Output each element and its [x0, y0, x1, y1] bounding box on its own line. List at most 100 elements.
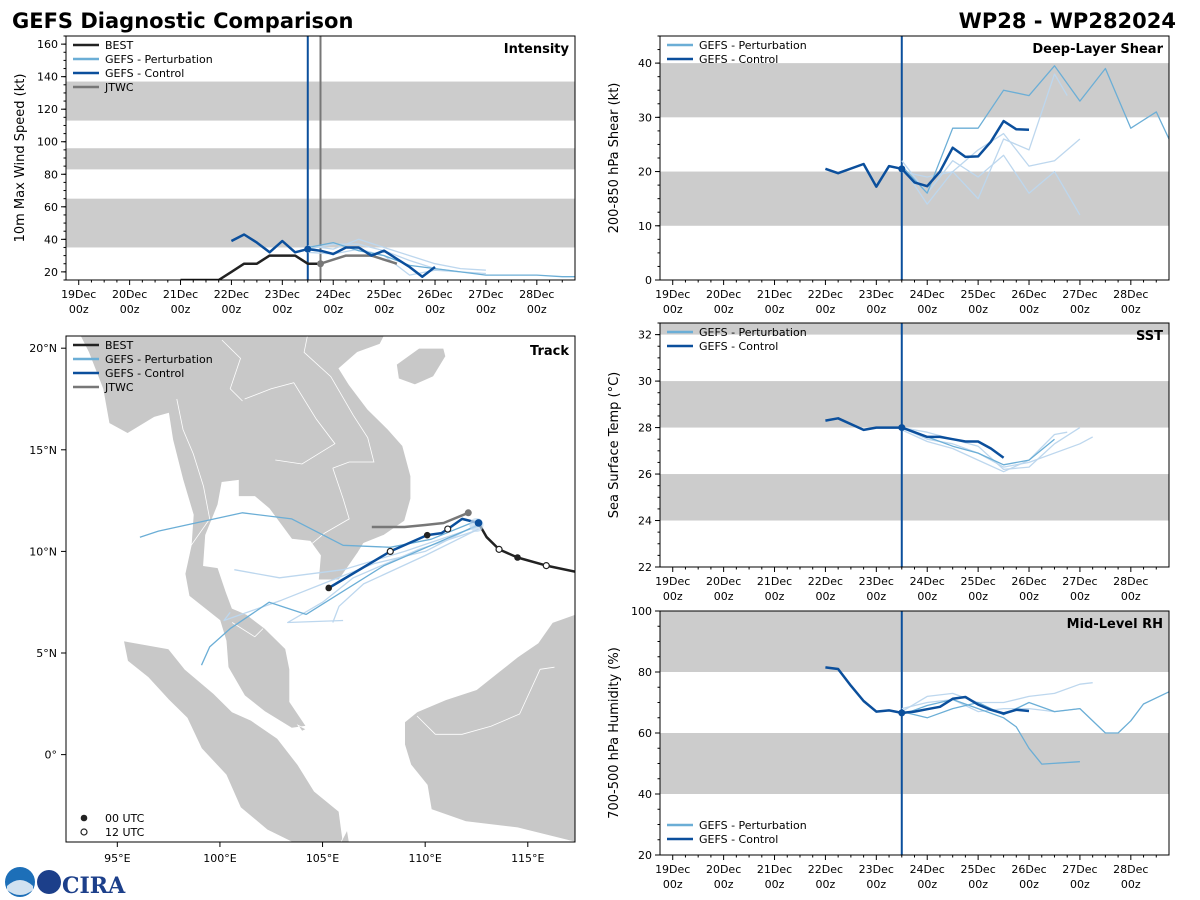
rh-xtick-day: 28Dec	[1113, 863, 1148, 876]
sst-ytick-label: 30	[638, 375, 652, 388]
rh-xtick-hour: 00z	[816, 878, 836, 891]
legend-label-jtwc: JTWC	[104, 81, 134, 94]
sst-control-point	[898, 424, 906, 432]
storm-id: WP28 - WP282024	[959, 9, 1176, 33]
track-ytick-label: 20°N	[29, 342, 57, 355]
intensity-ytick-label: 100	[37, 136, 58, 149]
rh-xtick-hour: 00z	[1019, 878, 1039, 891]
track-map-area	[79, 336, 575, 842]
sst-xtick-day: 26Dec	[1011, 575, 1046, 588]
intensity-xtick-hour: 00z	[323, 303, 343, 316]
shear-xtick-hour: 00z	[1070, 303, 1090, 316]
country-border	[244, 382, 336, 465]
track-panel: 95°E 100°E 105°E 110°E 115°E 0° 5°N 10°N 15°N 20°…	[29, 335, 576, 865]
rh-series-gefs-perturbation	[901, 682, 1093, 713]
intensity-xtick-hour: 00z	[527, 303, 547, 316]
rh-ytick-label: 100	[631, 605, 652, 618]
shear-title: Deep-Layer Shear	[1032, 42, 1163, 57]
sst-xtick-hour: 00z	[917, 590, 937, 603]
shear-panel: 0 10 20 30 40 19Dec 00z 20Dec 00z 21Dec 00z 22Dec 00…	[607, 35, 1170, 316]
shear-xtick-hour: 00z	[1121, 303, 1141, 316]
intensity-ytick-label: 40	[44, 233, 58, 246]
legend-label-best: BEST	[105, 339, 133, 352]
legend-label-perturbation: GEFS - Perturbation	[105, 53, 213, 66]
sst-ytick-label: 26	[638, 468, 652, 481]
country-border	[231, 622, 264, 638]
legend-label-control: GEFS - Control	[699, 833, 778, 846]
marker-00utc	[514, 554, 521, 561]
legend-label-control: GEFS - Control	[699, 340, 778, 353]
intensity-xtick-day: 28Dec	[519, 288, 554, 301]
shear-xtick-day: 28Dec	[1113, 288, 1148, 301]
shear-xtick-day: 19Dec	[655, 288, 690, 301]
track-xtick-label: 105°E	[306, 852, 339, 865]
sst-ytick-label: 32	[638, 329, 652, 342]
sst-frame	[659, 322, 1170, 568]
sst-xtick-day: 24Dec	[910, 575, 945, 588]
track-ytick-label: 15°N	[29, 444, 57, 457]
rh-series-gefs-control	[825, 666, 1030, 715]
shear-xtick-day: 20Dec	[706, 288, 741, 301]
sst-xtick-hour: 00z	[765, 590, 785, 603]
intensity-plot-area	[66, 36, 575, 280]
track-xtick-label: 100°E	[203, 852, 236, 865]
marker-00utc	[423, 531, 431, 539]
shear-xtick-hour: 00z	[816, 303, 836, 316]
intensity-series-gefs-control	[230, 233, 436, 278]
rh-xtick-day: 22Dec	[808, 863, 843, 876]
track-xtick-label: 95°E	[104, 852, 130, 865]
track-frame	[65, 335, 576, 843]
rh-xtick-day: 25Dec	[960, 863, 995, 876]
legend-label-12utc: 12 UTC	[105, 826, 145, 839]
sst-xtick-day: 23Dec	[859, 575, 894, 588]
rh-xtick-hour: 00z	[663, 878, 683, 891]
shear-xtick-day: 24Dec	[910, 288, 945, 301]
noaa-wave-icon	[7, 880, 33, 895]
sst-series-gefs-control	[825, 417, 1005, 459]
intensity-ytick-label: 20	[44, 266, 58, 279]
rh-xtick-hour: 00z	[1070, 878, 1090, 891]
shear-xtick-day: 25Dec	[960, 288, 995, 301]
intensity-ytick-label: 120	[37, 103, 58, 116]
rh-xtick-hour: 00z	[968, 878, 988, 891]
sst-ylabel: Sea Surface Temp (°C)	[607, 372, 622, 519]
sst-xtick-hour: 00z	[714, 590, 734, 603]
rh-xtick-day: 23Dec	[859, 863, 894, 876]
intensity-xtick-day: 23Dec	[265, 288, 300, 301]
intensity-xtick-day: 27Dec	[468, 288, 503, 301]
sst-xtick-hour: 00z	[816, 590, 836, 603]
intensity-jtwc-point	[317, 260, 324, 268]
rh-ylabel: 700-500 hPa Humidity (%)	[607, 647, 622, 819]
legend-label-00utc: 00 UTC	[105, 812, 145, 825]
intensity-xtick-day: 25Dec	[366, 288, 401, 301]
mainland-asia	[79, 336, 412, 729]
rh-series-gefs-perturbation	[901, 698, 1080, 765]
intensity-series-gefs-perturbation	[307, 241, 575, 278]
shear-control-point	[898, 165, 906, 173]
intensity-xtick-day: 19Dec	[61, 288, 96, 301]
rh-xtick-hour: 00z	[1121, 878, 1141, 891]
figure-title: GEFS Diagnostic Comparison	[12, 9, 353, 33]
shear-xtick-day: 26Dec	[1011, 288, 1046, 301]
legend-label-perturbation: GEFS - Perturbation	[105, 353, 213, 366]
legend-label-control: GEFS - Control	[105, 67, 184, 80]
sst-ytick-label: 28	[638, 422, 652, 435]
legend-label-perturbation: GEFS - Perturbation	[699, 819, 807, 832]
country-border	[176, 398, 211, 546]
intensity-ylabel: 10m Max Wind Speed (kt)	[13, 74, 28, 243]
shear-series-gefs-perturbation	[901, 65, 1169, 194]
shear-plot-area	[660, 36, 1169, 280]
sst-ytick-label: 24	[638, 515, 652, 528]
shear-xtick-hour: 00z	[917, 303, 937, 316]
rh-panel: 20 40 60 80 100 19Dec 00z 20Dec 00z 21Dec 00z 22Dec…	[607, 605, 1170, 891]
sst-title: SST	[1136, 329, 1163, 344]
shear-xtick-hour: 00z	[968, 303, 988, 316]
sst-xtick-hour: 00z	[1121, 590, 1141, 603]
sst-series-gefs-perturbation	[901, 427, 1094, 468]
track-gefs-perturbation	[223, 524, 477, 622]
rh-xtick-hour: 00z	[917, 878, 937, 891]
shear-ytick-label: 20	[638, 166, 652, 179]
intensity-xtick-day: 26Dec	[417, 288, 452, 301]
sst-xtick-day: 20Dec	[706, 575, 741, 588]
jtwc-start-point	[464, 509, 472, 517]
